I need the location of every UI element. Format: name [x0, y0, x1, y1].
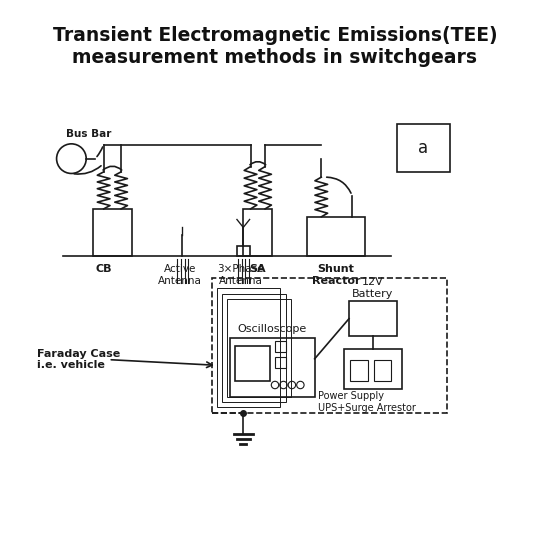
Text: CB: CB — [95, 265, 112, 274]
Bar — [307, 217, 365, 256]
Text: Shunt
Reactor: Shunt Reactor — [311, 265, 360, 286]
Text: Transient Electromagnetic Emissions(TEE)
measurement methods in switchgears: Transient Electromagnetic Emissions(TEE)… — [53, 26, 497, 68]
Bar — [397, 124, 449, 172]
Text: 3×Phase
Antenna: 3×Phase Antenna — [217, 265, 264, 286]
Bar — [275, 357, 285, 367]
FancyArrowPatch shape — [250, 162, 266, 165]
FancyArrowPatch shape — [74, 166, 101, 174]
Bar — [212, 278, 447, 412]
FancyArrowPatch shape — [97, 147, 103, 157]
Bar — [235, 346, 270, 381]
Bar — [344, 349, 402, 389]
Text: Faraday Case
i.e. vehicle: Faraday Case i.e. vehicle — [37, 349, 120, 370]
Text: SA: SA — [250, 265, 266, 274]
Bar — [217, 288, 280, 407]
Text: Power Supply
UPS+Surge Arrestor: Power Supply UPS+Surge Arrestor — [318, 392, 416, 413]
FancyArrowPatch shape — [327, 177, 351, 193]
Text: Oscilloscope: Oscilloscope — [238, 324, 307, 334]
Text: Bus Bar: Bus Bar — [66, 129, 112, 139]
Text: a: a — [418, 139, 428, 157]
Bar — [349, 301, 397, 336]
Text: Active
Antenna: Active Antenna — [158, 265, 202, 286]
Text: 12V
Battery: 12V Battery — [352, 277, 393, 299]
FancyArrowPatch shape — [103, 166, 122, 170]
Bar — [350, 360, 367, 381]
Bar — [230, 338, 315, 397]
Bar — [92, 209, 132, 256]
Bar — [227, 299, 291, 397]
Bar — [237, 246, 250, 256]
Bar — [374, 360, 392, 381]
Bar — [222, 294, 285, 402]
Bar — [243, 209, 272, 256]
Bar — [275, 341, 285, 351]
